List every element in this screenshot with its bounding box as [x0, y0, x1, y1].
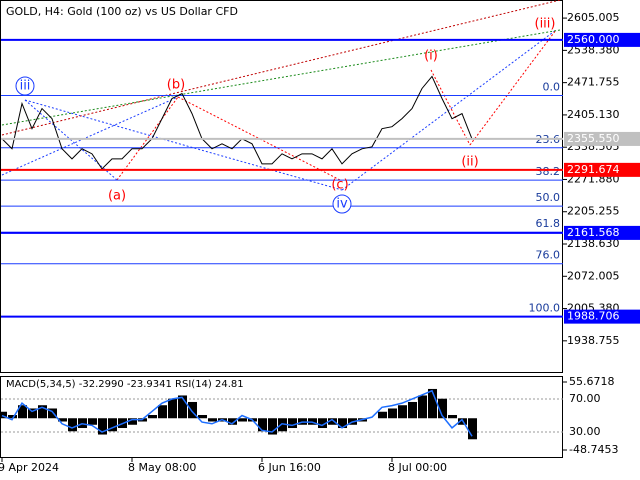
- level-label: 1988.706: [567, 310, 620, 323]
- price-line: [1, 75, 473, 170]
- wave-label: (c): [331, 178, 348, 193]
- macd-bar: [228, 418, 237, 425]
- trend-line: [1, 96, 179, 176]
- wave-circle: [332, 194, 352, 214]
- y2-tick-label: 70.00: [569, 392, 601, 405]
- wave-label: (iii): [535, 17, 556, 32]
- macd-bar: [28, 408, 37, 419]
- level-tag: 2560.000: [564, 32, 640, 47]
- level-label: 2291.674: [567, 163, 620, 176]
- fib-label: 0.0: [543, 81, 561, 94]
- macd-bar: [418, 395, 427, 419]
- trend-line: [341, 29, 557, 191]
- macd-bar: [428, 388, 437, 419]
- macd-bar: [438, 398, 447, 419]
- macd-bar: [148, 414, 157, 419]
- wave-label: iv: [336, 197, 348, 212]
- macd-bar: [268, 418, 277, 435]
- macd-bar: [38, 405, 47, 419]
- macd-bar: [198, 414, 207, 419]
- wave-label: (b): [167, 78, 185, 93]
- main-frame: [0, 0, 563, 373]
- level-label: 2560.000: [567, 33, 620, 46]
- level-tag: 1988.706: [564, 309, 640, 324]
- macd-bar: [0, 411, 7, 419]
- y-tick-label: 2138.630: [567, 237, 620, 250]
- wave-label: (ii): [461, 155, 478, 170]
- macd-bar: [238, 418, 247, 422]
- macd-bar: [178, 395, 187, 419]
- trend-line: [116, 96, 179, 181]
- macd-bar: [108, 418, 117, 432]
- y-tick-label: 2471.755: [567, 76, 620, 89]
- level-box: [564, 162, 640, 177]
- level-label: 2161.568: [567, 226, 620, 239]
- wave-label: (a): [108, 189, 126, 204]
- macd-bar: [188, 401, 197, 419]
- macd-bar: [448, 414, 457, 419]
- macd-bar: [168, 398, 177, 419]
- macd-bar: [468, 418, 477, 440]
- wave-label: (i): [424, 49, 438, 64]
- macd-bar: [88, 418, 97, 425]
- macd-bar: [388, 408, 397, 419]
- chart-header: GOLD, H4: Gold (100 oz) vs US Dollar CFD: [6, 5, 238, 18]
- level-tag: 2291.674: [564, 162, 640, 177]
- y-tick-label: 55.6718: [569, 375, 615, 388]
- macd-bar: [328, 418, 337, 425]
- y-tick-label: -48.7453: [569, 443, 618, 456]
- macd-bar: [258, 418, 267, 432]
- macd-bar: [8, 414, 17, 419]
- trend-line: [24, 99, 343, 191]
- macd-bar: [378, 411, 387, 419]
- macd-bar: [128, 418, 137, 425]
- x-tick-label: 9 Apr 2024: [0, 461, 59, 474]
- y2-tick-label: 30.00: [569, 425, 601, 438]
- macd-bar: [18, 405, 27, 419]
- y-tick-label: 2605.005: [567, 11, 620, 24]
- macd-bar: [58, 418, 67, 422]
- trend-line: [1, 29, 561, 126]
- macd-bar: [398, 405, 407, 419]
- y-tick-label: 2072.005: [567, 269, 620, 282]
- macd-bar: [408, 401, 417, 419]
- macd-bar: [338, 418, 347, 429]
- level-tag: 2161.568: [564, 225, 640, 240]
- fib-label: 61.8: [536, 217, 561, 230]
- y-tick-label: 2205.255: [567, 205, 620, 218]
- x-tick-label: 8 May 08:00: [128, 461, 196, 474]
- x-tick-label: 8 Jul 00:00: [388, 461, 447, 474]
- fib-label: 38.2: [536, 165, 561, 178]
- level-box: [564, 131, 640, 146]
- wave-circle: [15, 76, 35, 96]
- level-box: [564, 32, 640, 47]
- macd-bar: [48, 408, 57, 419]
- macd-bar: [288, 418, 297, 429]
- macd-bar: [158, 405, 167, 419]
- fib-label: 76.0: [536, 249, 561, 262]
- y-tick-label: 1938.755: [567, 334, 620, 347]
- rsi-line: [1, 389, 473, 437]
- trend-line: [1, 0, 561, 136]
- macd-bar: [278, 418, 287, 432]
- wave-label: iii: [20, 79, 31, 94]
- level-tag: 2355.550: [564, 131, 640, 146]
- wave-lines: [1, 0, 561, 191]
- macd-bar: [208, 418, 217, 422]
- x-tick-label: 6 Jun 16:00: [258, 461, 321, 474]
- macd-bar: [98, 418, 107, 435]
- macd-bar: [318, 418, 327, 429]
- trend-line: [430, 69, 471, 146]
- level-label: 2355.550: [567, 132, 620, 145]
- macd-bar: [68, 418, 77, 432]
- indicator-title: MACD(5,34,5) -32.2990 -23.9341 RSI(14) 2…: [6, 379, 244, 390]
- level-box: [564, 309, 640, 324]
- fib-label: 100.0: [529, 302, 561, 315]
- trend-line: [24, 99, 118, 181]
- y-tick-label: 2405.130: [567, 108, 620, 121]
- fib-label: 50.0: [536, 191, 561, 204]
- level-box: [564, 225, 640, 240]
